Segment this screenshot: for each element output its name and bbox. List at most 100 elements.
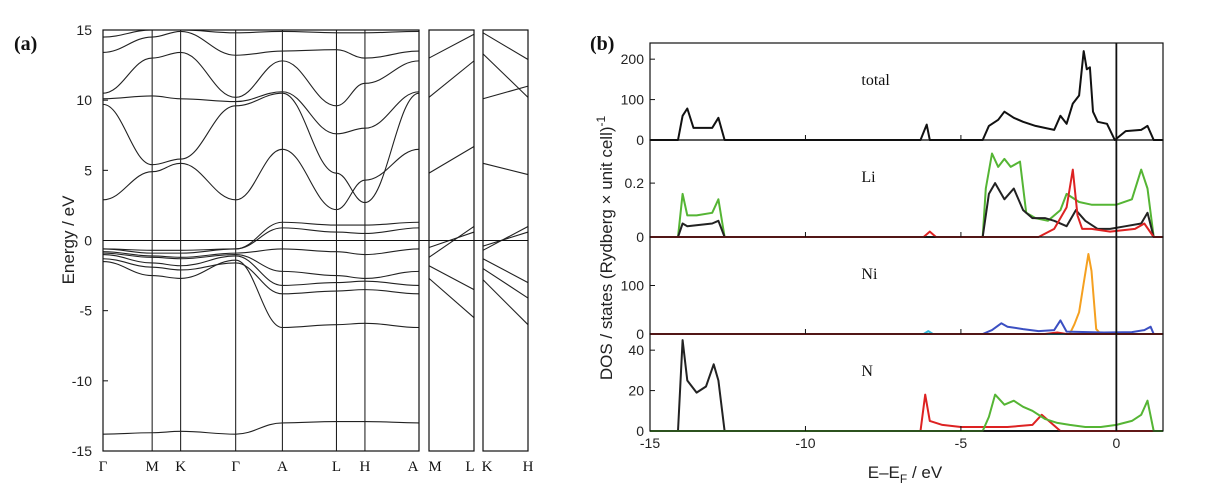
- band-curve: [102, 148, 420, 211]
- band-curve: [102, 259, 420, 329]
- band-segment-frame: [428, 29, 475, 452]
- band-curve: [482, 279, 529, 326]
- band-curve: [482, 162, 529, 176]
- dos-series-n-black: [650, 339, 1163, 432]
- band-curve: [102, 248, 420, 258]
- dos-panel-frame: [649, 42, 1164, 141]
- dos-series-ni-blue: [650, 319, 1163, 335]
- band-curve: [482, 258, 529, 284]
- band-ytick-label: -15: [72, 443, 92, 459]
- band-curve: [102, 227, 420, 251]
- dos-xlabel-sub: F: [900, 472, 907, 486]
- band-ytick-label: 15: [76, 22, 92, 38]
- band-curve: [482, 225, 529, 251]
- dos-ytick-label: 0.2: [625, 175, 645, 191]
- dos-ytick-label: 0: [636, 229, 644, 245]
- band-curve: [102, 221, 420, 254]
- dos-panel-frame: [649, 333, 1164, 432]
- band-curve: [482, 32, 529, 60]
- band-curve: [428, 231, 475, 249]
- panel-a-label: (a): [14, 33, 37, 55]
- band-curve: [482, 85, 529, 100]
- band-ylabel: Energy / eV: [59, 195, 78, 284]
- dos-panel-n: 0 20 40 N: [628, 333, 1164, 439]
- band-curve: [102, 91, 420, 135]
- dos-ytick-label: 20: [628, 383, 644, 399]
- band-curve: [482, 53, 529, 98]
- dos-xlabel-text: E–E: [868, 463, 900, 482]
- dos-ylabel-text: DOS / states (Rydberg × unit cell): [597, 126, 616, 380]
- panel-b-label: (b): [590, 33, 614, 55]
- kpoint-label: Γ: [99, 459, 108, 475]
- band-ytick-label: -10: [72, 373, 92, 389]
- band-curve: [428, 277, 475, 319]
- band-curve: [428, 60, 475, 98]
- dos-panels: 0 100 200 total 0 0.2 Li 0 100 Ni 0 20 40 N -15 -10 -5 0: [621, 42, 1164, 451]
- dos-xtick-label: -10: [795, 435, 815, 451]
- band-curve: [102, 420, 420, 435]
- dos-panel-label: total: [861, 72, 890, 89]
- dos-ylabel-sup: -1: [594, 115, 608, 126]
- dos-ytick-label: 100: [621, 278, 645, 294]
- band-curve: [102, 258, 420, 295]
- dos-series-total: [650, 50, 1163, 141]
- kpoint-label: M: [145, 459, 158, 475]
- dos-xtick-label: -5: [955, 435, 968, 451]
- kpoint-label: Γ: [231, 459, 240, 475]
- kpoint-label: K: [482, 459, 493, 475]
- band-segment-frame: [102, 29, 420, 452]
- dos-ytick-label: 0: [636, 423, 644, 439]
- dos-panel-total: 0 100 200 total: [621, 42, 1164, 148]
- dos-series-n-green: [650, 393, 1163, 432]
- dos-ytick-label: 40: [628, 342, 644, 358]
- dos-panel-label: Ni: [861, 266, 878, 283]
- band-curve: [102, 29, 420, 38]
- band-curve: [482, 231, 529, 247]
- dos-ytick-label: 100: [621, 92, 645, 108]
- band-curve: [428, 226, 475, 258]
- dos-ytick-label: 0: [636, 326, 644, 342]
- band-segment-frame: [482, 29, 529, 452]
- dos-series-li-green: [650, 152, 1163, 238]
- band-frames: [102, 29, 529, 452]
- dos-panel-ni: 0 100 Ni: [621, 236, 1164, 342]
- band-curve: [102, 30, 420, 59]
- dos-series-n-red: [650, 393, 1163, 432]
- dos-panel-label: N: [861, 363, 873, 380]
- dos-xtick-label: 0: [1112, 435, 1120, 451]
- kpoint-label: H: [360, 459, 371, 475]
- kpoint-label: M: [428, 459, 441, 475]
- dos-panel-li: 0 0.2 Li: [625, 139, 1164, 245]
- dos-series-li-red: [650, 168, 1163, 238]
- band-curve: [428, 146, 475, 174]
- kpoint-label: L: [465, 459, 474, 475]
- kpoint-label: H: [523, 459, 534, 475]
- dos-xlabel: E–EF / eV: [868, 463, 943, 486]
- band-ytick-label: 0: [84, 233, 92, 249]
- band-curve: [102, 51, 420, 107]
- dos-ytick-label: 0: [636, 132, 644, 148]
- kpoint-label: K: [175, 459, 186, 475]
- dos-ytick-label: 200: [621, 51, 645, 67]
- dos-xtick-label: -15: [640, 435, 660, 451]
- dos-panel-label: Li: [861, 169, 876, 186]
- band-ytick-label: 10: [76, 92, 92, 108]
- band-curve: [102, 252, 420, 279]
- dos-series-ni-orange: [650, 253, 1163, 335]
- dos-xlabel-unit: / eV: [907, 463, 943, 482]
- band-curve: [482, 268, 529, 299]
- dos-series-li-black: [650, 182, 1163, 238]
- band-curve: [102, 253, 420, 286]
- band-curve: [428, 265, 475, 291]
- kpoint-label: A: [408, 459, 419, 475]
- kpoint-label: L: [332, 459, 341, 475]
- band-lines: [102, 29, 529, 435]
- band-yticks: -15 -10 -5 0 5 10 15: [72, 22, 108, 459]
- dos-panel-frame: [649, 236, 1164, 335]
- band-curve: [102, 92, 420, 204]
- kpoint-label: A: [277, 459, 288, 475]
- band-curve: [428, 33, 475, 59]
